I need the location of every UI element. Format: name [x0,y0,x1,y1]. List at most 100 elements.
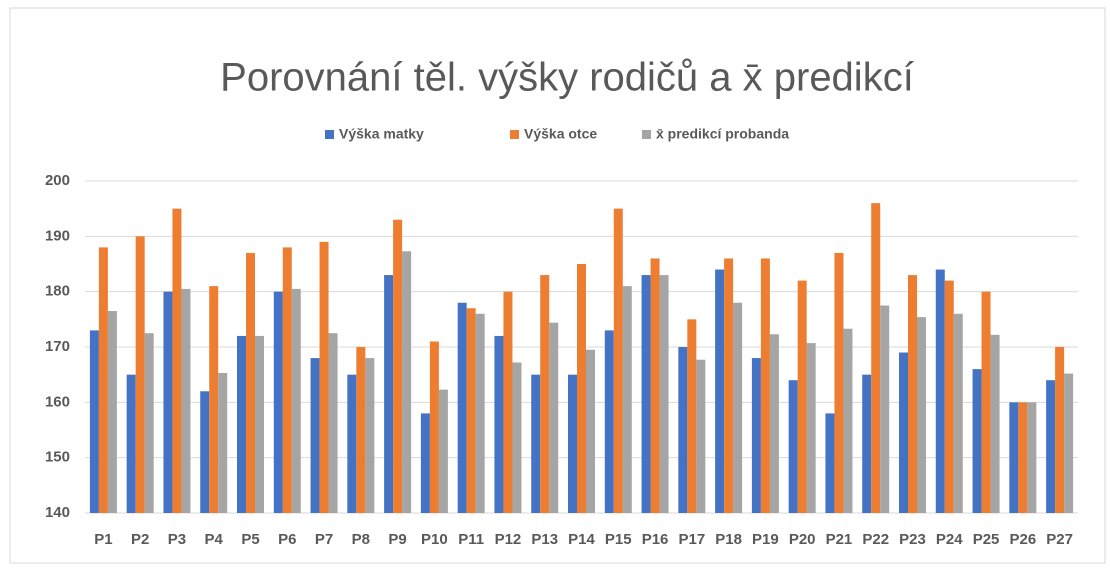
bar [181,288,191,513]
bar [659,275,669,513]
bar [107,311,117,513]
bar [769,334,779,513]
bar [641,275,651,513]
bar [531,374,541,513]
bar [209,286,219,513]
x-tick-label: P24 [936,531,963,548]
bar [365,358,375,513]
bar [356,347,366,513]
legend-swatch [325,130,334,139]
y-tick-label: 180 [45,283,70,300]
bar [678,347,688,513]
x-tick-label: P13 [531,531,558,548]
bar [944,280,954,513]
bar [724,258,734,513]
x-tick-label: P2 [131,531,149,548]
bar [549,322,559,513]
bar [420,413,430,513]
bar [328,333,338,513]
bar [1064,373,1074,513]
x-tick-label: P6 [278,531,296,548]
y-tick-label: 140 [45,504,70,521]
bar [89,330,99,513]
bar [880,305,890,513]
bar [834,252,844,513]
bar [908,275,917,513]
x-tick-label: P21 [826,531,853,548]
y-tick-label: 160 [45,393,70,410]
bar [512,362,522,513]
bar [438,389,448,513]
bar [457,302,467,513]
bar [291,288,301,513]
bar [972,369,982,513]
x-tick-label: P10 [421,531,448,548]
bar [384,275,394,513]
bar [825,413,835,513]
bar [246,252,255,513]
x-tick-label: P7 [315,531,333,548]
bar [255,335,264,513]
bar [650,258,660,513]
x-tick-label: P18 [715,531,742,548]
bar [797,280,807,513]
x-tick-label: P11 [458,531,484,548]
bar [540,275,550,513]
bar [1055,347,1065,513]
bar [687,319,697,513]
bar [475,313,485,513]
bar [402,251,412,514]
x-tick-label: P23 [899,531,926,548]
legend-label: Výška matky [339,126,424,142]
y-tick-label: 200 [45,172,70,189]
bar [788,380,798,513]
bar [135,236,145,514]
bar [503,291,513,513]
x-tick-label: P1 [94,531,112,548]
bar [98,247,108,513]
bar [273,291,283,513]
bar [871,203,881,513]
bar [126,374,136,513]
bar [990,334,1000,513]
bar [862,374,872,513]
x-tick-label: P22 [862,531,889,548]
bar [1027,402,1037,513]
bar [586,349,595,513]
bar [282,247,292,513]
legend-swatch [642,130,651,139]
bar [494,335,504,513]
bar [935,269,945,513]
bar [310,358,320,513]
bar [715,269,725,513]
bar [917,317,926,513]
bar [577,264,586,513]
x-tick-label: P26 [1009,531,1036,548]
x-tick-label: P15 [605,531,632,548]
bar [429,341,439,513]
bar [981,291,991,513]
bar [319,241,329,513]
bar [172,208,182,513]
y-tick-label: 170 [45,338,70,355]
bar [604,330,614,513]
x-tick-label: P3 [168,531,186,548]
bar [613,208,623,513]
bar [1018,402,1028,513]
chart-title: Porovnání těl. výšky rodičů a x̄ predikc… [220,56,914,100]
x-tick-label: P8 [352,531,370,548]
bar [218,373,228,513]
bar [1009,402,1019,513]
x-tick-label: P16 [642,531,669,548]
bar [237,335,246,513]
x-tick-label: P5 [241,531,259,548]
bar [696,359,706,513]
bar [843,328,853,513]
bar [347,374,357,513]
legend-label: Výška otce [524,126,597,142]
bar [806,343,816,513]
bar [163,291,173,513]
x-tick-label: P4 [205,531,224,548]
